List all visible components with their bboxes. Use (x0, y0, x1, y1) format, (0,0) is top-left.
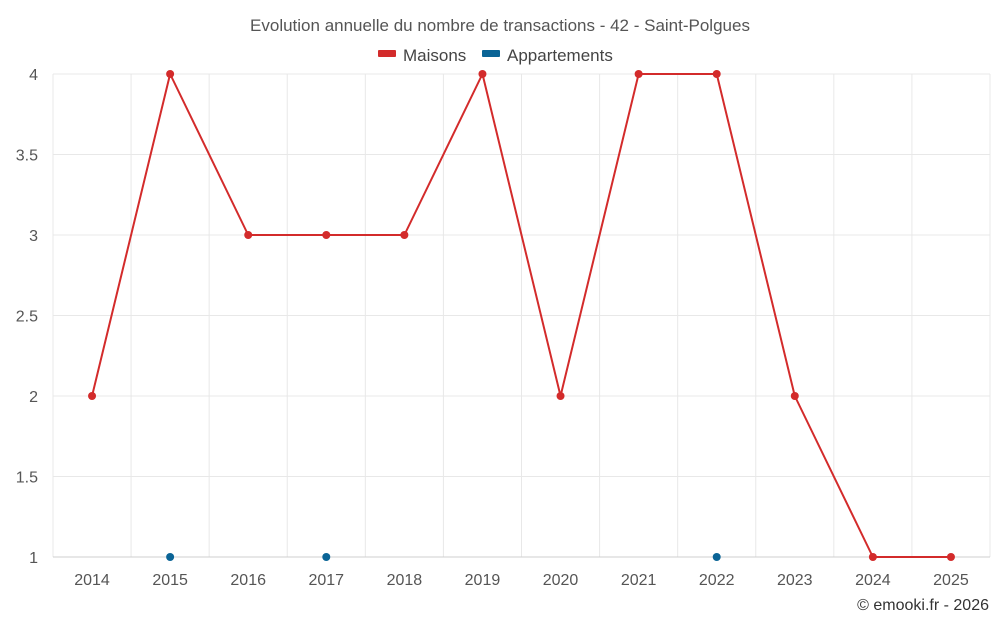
x-tick-label: 2019 (465, 572, 501, 589)
y-tick-label: 1 (29, 550, 38, 567)
x-tick-label: 2014 (74, 572, 110, 589)
series-line-maisons (91, 73, 951, 558)
data-point-maisons[interactable] (244, 231, 253, 239)
y-tick-label: 4 (29, 67, 38, 84)
data-point-maisons[interactable] (790, 392, 799, 400)
x-tick-label: 2015 (152, 572, 188, 589)
y-tick-label: 2 (29, 389, 38, 406)
legend-swatch-appartements (482, 50, 500, 57)
legend: Maisons Appartements (378, 46, 613, 65)
data-point-maisons[interactable] (712, 70, 721, 78)
x-tick-label: 2023 (777, 572, 813, 589)
data-point-maisons[interactable] (556, 392, 565, 400)
legend-swatch-maisons (378, 50, 396, 57)
data-point-appartements[interactable] (712, 553, 721, 561)
legend-item-appartements[interactable]: Appartements (482, 46, 613, 65)
x-tick-label: 2021 (621, 572, 657, 589)
data-point-maisons[interactable] (166, 70, 175, 78)
data-point-maisons[interactable] (88, 392, 97, 400)
credit-text: © emooki.fr - 2026 (857, 597, 989, 614)
x-tick-label: 2020 (543, 572, 579, 589)
legend-label-maisons: Maisons (403, 46, 466, 65)
data-point-appartements[interactable] (166, 553, 175, 561)
legend-item-maisons[interactable]: Maisons (378, 46, 466, 65)
x-tick-label: 2016 (230, 572, 266, 589)
data-point-maisons[interactable] (868, 553, 877, 561)
x-tick-label: 2017 (308, 572, 344, 589)
x-tick-label: 2024 (855, 572, 891, 589)
y-tick-label: 2.5 (16, 309, 38, 326)
chart-title: Evolution annuelle du nombre de transact… (250, 16, 750, 35)
data-point-appartements[interactable] (322, 553, 331, 561)
data-point-maisons[interactable] (946, 553, 955, 561)
data-point-maisons[interactable] (322, 231, 331, 239)
legend-label-appartements: Appartements (507, 46, 613, 65)
y-tick-label: 3.5 (16, 148, 38, 165)
y-tick-label: 3 (29, 228, 38, 245)
data-point-maisons[interactable] (400, 231, 409, 239)
data-point-maisons[interactable] (478, 70, 487, 78)
y-tick-label: 1.5 (16, 470, 38, 487)
series-layer (88, 70, 955, 561)
x-axis: 2014 2015 2016 2017 2018 2019 2020 2021 2022 2023… (74, 572, 969, 589)
grid (52, 73, 991, 558)
x-tick-label: 2018 (387, 572, 423, 589)
x-tick-label: 2022 (699, 572, 735, 589)
data-point-maisons[interactable] (634, 70, 643, 78)
x-tick-label: 2025 (933, 572, 969, 589)
y-axis: 1 1.5 2 2.5 3 3.5 4 (16, 67, 38, 567)
